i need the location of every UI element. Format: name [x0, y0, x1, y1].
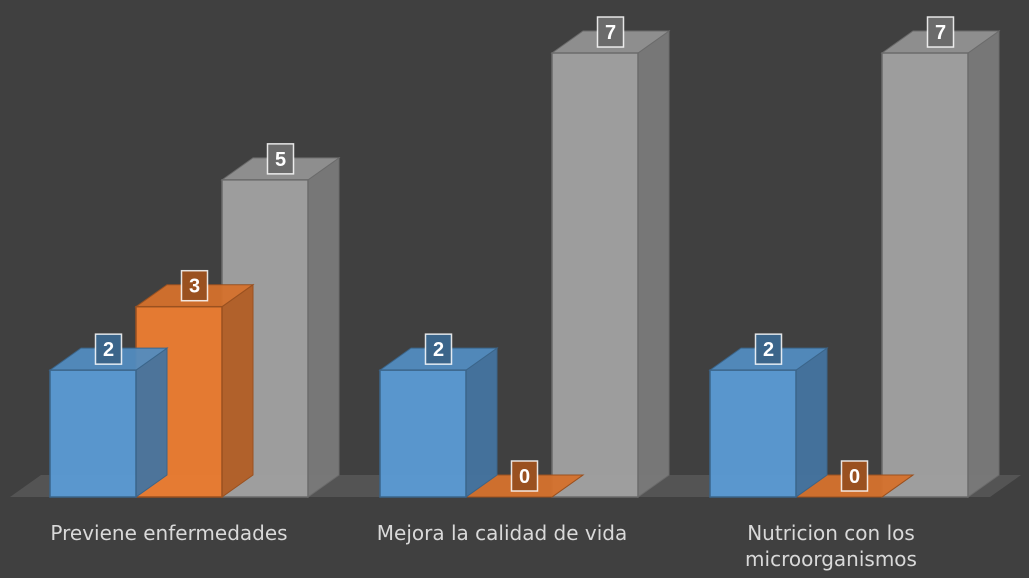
bar-front-s2-c2: [881, 52, 969, 498]
bar-side-s2-c0: [307, 156, 340, 498]
data-label-s2-c1: 7: [605, 22, 616, 44]
data-label-box-s0-c1: [424, 333, 453, 365]
data-label-s0-c2: 2: [763, 339, 774, 361]
data-label-s1-c1: 0: [519, 466, 530, 488]
data-label-s1-c0: 3: [189, 276, 200, 298]
bar-side-s1-c0: [221, 283, 254, 498]
category-label-previene: Previene enfermedades: [50, 521, 288, 545]
data-label-s1-c2: 0: [849, 466, 860, 488]
bar-front-s0-c2: [709, 369, 797, 498]
data-label-box-s1-c2: [840, 460, 869, 492]
data-label-box-s1-c0: [180, 269, 209, 302]
data-label-s2-c2: 7: [935, 22, 946, 44]
data-label-box-s0-c0: [94, 333, 123, 365]
data-label-box-s2-c2: [926, 16, 955, 48]
bar-side-s0-c0: [135, 347, 168, 498]
bar-side-s0-c2: [795, 347, 828, 498]
category-label-nutricion: Nutricion con los microorganismos: [745, 521, 917, 571]
category-label-mejora: Mejora la calidad de vida: [376, 521, 628, 545]
data-label-box-s0-c2: [754, 333, 783, 365]
data-label-box-s1-c1: [510, 460, 539, 492]
bar-front-s0-c0: [49, 369, 137, 498]
data-label-s0-c0: 2: [103, 339, 114, 361]
bar-side-s0-c1: [465, 347, 498, 498]
bar-side-s2-c1: [637, 30, 670, 498]
bar-front-s0-c1: [379, 369, 467, 498]
bar-front-s2-c1: [551, 52, 639, 498]
data-label-box-s2-c1: [596, 16, 625, 48]
data-label-s2-c0: 5: [275, 149, 286, 171]
bar-side-s2-c2: [967, 30, 1000, 498]
data-label-s0-c1: 2: [433, 339, 444, 361]
data-label-box-s2-c0: [266, 143, 295, 175]
